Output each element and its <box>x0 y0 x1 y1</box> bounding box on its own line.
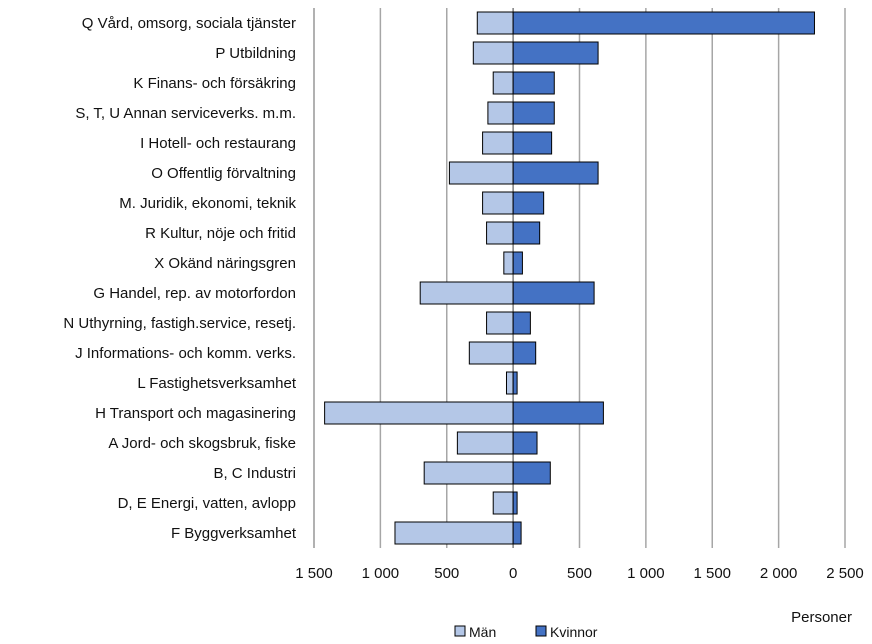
bar-woman <box>512 161 599 185</box>
x-tick-label: 2 500 <box>826 565 864 582</box>
legend: Män Kvinnor <box>454 624 598 640</box>
x-tick-label: 1 000 <box>627 565 665 582</box>
bar-man <box>476 11 514 35</box>
bar-man <box>505 371 514 395</box>
legend-label: Kvinnor <box>550 624 598 640</box>
x-tick-label: 1 500 <box>295 565 333 582</box>
bar-man <box>468 341 514 365</box>
bar-woman <box>512 341 537 365</box>
x-tick-label: 2 000 <box>760 565 798 582</box>
bar-woman <box>512 281 595 305</box>
bar-woman <box>512 101 555 125</box>
category-label: M. Juridik, ekonomi, teknik <box>119 195 296 212</box>
category-labels: Q Vård, omsorg, sociala tjänster P Utbild… <box>63 15 296 542</box>
unit-label: Personer <box>791 609 852 626</box>
bar-man <box>423 461 514 485</box>
bar-woman <box>512 311 531 335</box>
bar-woman <box>512 191 545 215</box>
legend-label: Män <box>469 624 496 640</box>
bar-woman <box>512 521 522 545</box>
category-label: X Okänd näringsgren <box>154 255 296 272</box>
bar-man <box>448 161 514 185</box>
x-axis-tick-labels: 1 500 1 000 500 0 500 1 000 1 500 2 000 2 500 <box>295 565 864 582</box>
bar-man <box>492 491 514 515</box>
bar-woman <box>512 401 604 425</box>
bar-woman <box>512 491 518 515</box>
x-tick-label: 1 500 <box>693 565 731 582</box>
bar-man <box>324 401 514 425</box>
bar-man <box>419 281 514 305</box>
x-tick-label: 500 <box>434 565 459 582</box>
category-label: B, C Industri <box>213 465 296 482</box>
bar-man <box>486 311 514 335</box>
bar-man <box>394 521 514 545</box>
category-label: N Uthyrning, fastigh.service, resetj. <box>63 315 296 332</box>
bar-woman <box>512 11 815 35</box>
category-label: F Byggverksamhet <box>171 525 297 542</box>
bar-man <box>486 221 514 245</box>
bar-man <box>472 41 514 65</box>
category-label: A Jord- och skogsbruk, fiske <box>108 435 296 452</box>
category-label: H Transport och magasinering <box>95 405 296 422</box>
bar-woman <box>512 251 523 275</box>
category-label: O Offentlig förvaltning <box>151 165 296 182</box>
bar-man <box>482 131 514 155</box>
bar-man <box>492 71 514 95</box>
category-label: J Informations- och komm. verks. <box>75 345 296 362</box>
x-tick-label: 500 <box>567 565 592 582</box>
category-label: D, E Energi, vatten, avlopp <box>118 495 296 512</box>
gridlines <box>313 8 846 548</box>
bar-man <box>503 251 514 275</box>
bar-man <box>487 101 514 125</box>
legend-swatch <box>535 625 547 637</box>
category-label: L Fastighetsverksamhet <box>137 375 297 392</box>
category-label: R Kultur, nöje och fritid <box>145 225 296 242</box>
x-tick-label: 0 <box>509 565 517 582</box>
legend-swatch <box>454 625 466 637</box>
bars <box>324 11 815 545</box>
bar-man <box>456 431 514 455</box>
bar-woman <box>512 221 541 245</box>
category-label: P Utbildning <box>215 45 296 62</box>
bar-man <box>482 191 514 215</box>
bar-woman <box>512 371 518 395</box>
bar-woman <box>512 431 538 455</box>
category-label: I Hotell- och restaurang <box>140 135 296 152</box>
category-label: S, T, U Annan serviceverks. m.m. <box>75 105 296 122</box>
bar-woman <box>512 131 553 155</box>
bar-woman <box>512 41 599 65</box>
category-label: G Handel, rep. av motorfordon <box>93 285 296 302</box>
bar-woman <box>512 461 551 485</box>
x-tick-label: 1 000 <box>362 565 400 582</box>
category-label: Q Vård, omsorg, sociala tjänster <box>82 15 296 32</box>
bar-woman <box>512 71 555 95</box>
category-label: K Finans- och försäkring <box>133 75 296 92</box>
